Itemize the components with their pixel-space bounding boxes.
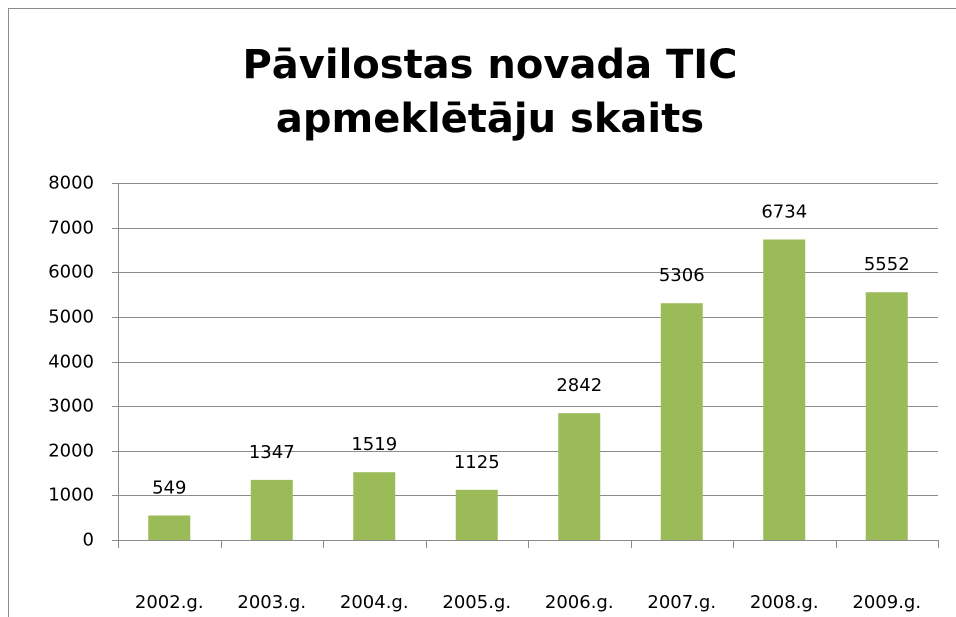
bar [353,472,396,540]
x-tick-label: 2004.g. [340,592,409,613]
data-label: 1347 [249,442,295,463]
data-label: 6734 [761,201,807,222]
y-tick-label: 1000 [48,485,94,506]
data-label: 1125 [454,452,500,473]
bar [865,292,908,540]
x-tick-label: 2009.g. [852,592,921,613]
x-tick-label: 2003.g. [237,592,306,613]
y-tick-label: 2000 [48,441,94,462]
data-label: 549 [152,478,186,499]
y-tick-label: 7000 [48,218,94,239]
y-tick-label: 3000 [48,396,94,417]
bar [660,303,703,540]
x-tick-label: 2002.g. [135,592,204,613]
chart-border [8,8,956,617]
bar [558,413,601,540]
y-tick-label: 4000 [48,352,94,373]
x-tick-label: 2008.g. [750,592,819,613]
data-label: 1519 [351,434,397,455]
x-tick-label: 2007.g. [647,592,716,613]
y-tick-label: 8000 [48,173,94,194]
y-tick-label: 0 [83,530,94,551]
bar [763,239,806,541]
bar [250,479,293,540]
x-tick-label: 2005.g. [442,592,511,613]
data-label: 5552 [864,254,910,275]
bar [148,515,191,540]
y-tick-label: 5000 [48,307,94,328]
data-label: 5306 [659,265,705,286]
y-tick-label: 6000 [48,262,94,283]
data-label: 2842 [556,375,602,396]
chart-title: Pāvilostas novada TIC apmeklētāju skaits [242,42,738,142]
x-tick-label: 2006.g. [545,592,614,613]
bar [455,489,498,540]
